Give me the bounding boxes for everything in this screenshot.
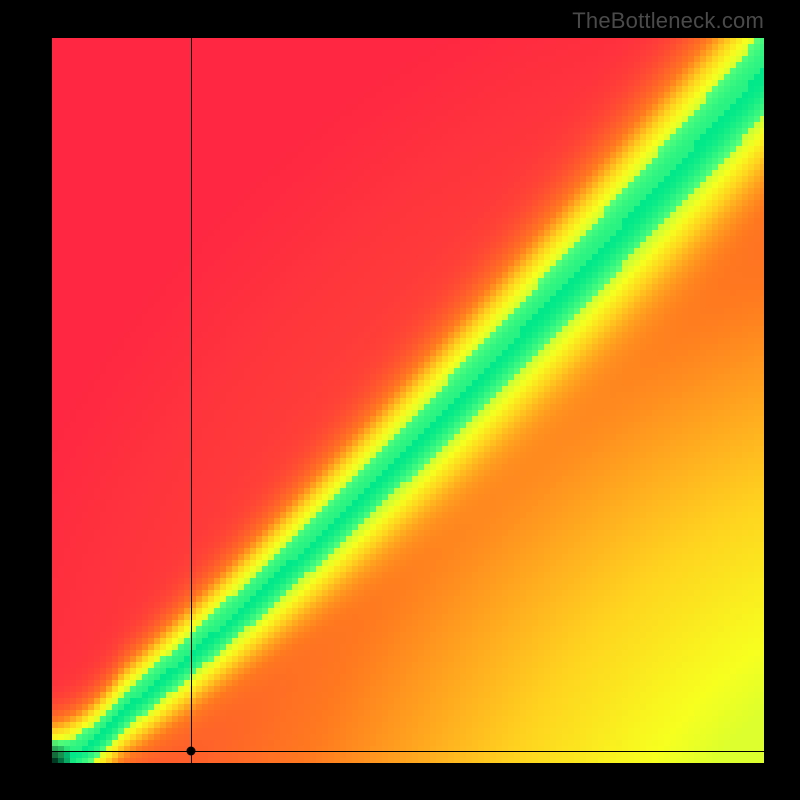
heatmap-plot xyxy=(52,38,764,763)
crosshair-vertical xyxy=(191,38,192,763)
crosshair-marker-dot xyxy=(186,746,195,755)
watermark-text: TheBottleneck.com xyxy=(572,8,764,34)
heatmap-canvas xyxy=(52,38,764,763)
crosshair-horizontal xyxy=(52,751,764,752)
